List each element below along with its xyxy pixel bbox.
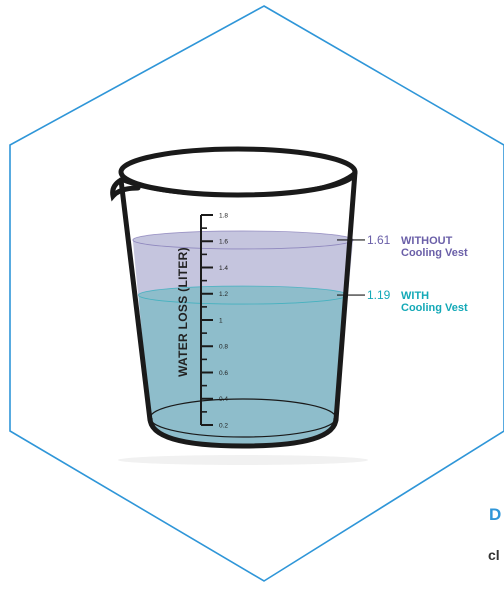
beaker-spout [110,177,141,202]
series-sublabel-1: Cooling Vest [401,302,468,314]
beaker-shadow [118,455,368,465]
tick-label: 0.6 [219,370,228,377]
tick-label: 0.8 [219,344,228,351]
beaker-bottom-inner [149,398,337,438]
beaker-body [118,169,358,423]
tick-label: 1.4 [219,265,228,272]
cut-off-subtext: cl [488,547,500,563]
tick-label: 1.6 [219,239,228,246]
tick-label: 1 [219,317,223,324]
hexagon-frame [9,5,504,582]
liquid-layers [132,230,354,446]
tick-label: 0.4 [219,396,228,403]
y-axis-title: WATER LOSS (LITER) [176,247,190,377]
tick-label: 1.8 [219,212,228,219]
liquid-level-1 [138,286,348,446]
beaker-rim-front [120,170,356,197]
y-axis-scale: 0.2 0.4 0.6 0.8 1 1.2 1.4 1.6 1.8 [200,212,228,429]
series-label-0: WITHOUT [401,235,453,247]
value-label-1: 1.19 [367,288,391,302]
series-label-1: WITH [401,290,429,302]
series-sublabel-0: Cooling Vest [401,247,468,259]
cut-off-heading: D [489,505,501,524]
beaker-bottom [147,417,339,449]
value-label-0: 1.61 [367,233,391,247]
tick-label: 0.2 [219,422,228,429]
tick-label: 1.2 [219,291,228,298]
